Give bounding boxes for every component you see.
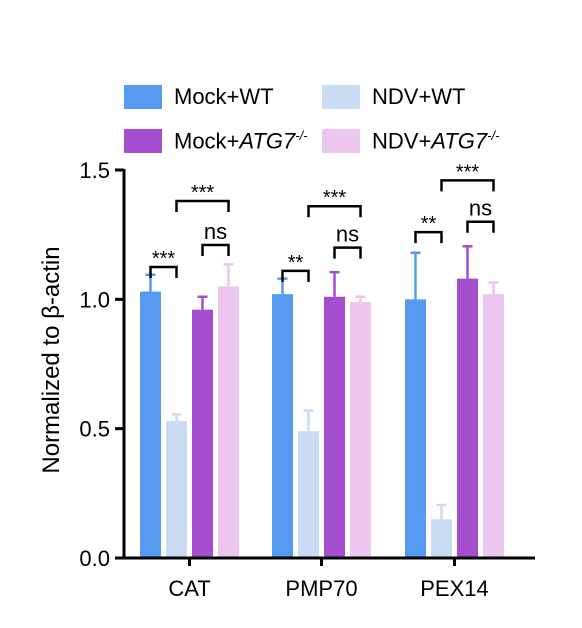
x-tick-label: PEX14 <box>420 576 489 601</box>
legend-item-ndv-atg7: NDV+ATG7-/- <box>322 128 499 154</box>
legend-swatch-ndv-atg7 <box>322 129 360 154</box>
y-tick-label: 0.0 <box>79 546 110 571</box>
legend-item-mock-atg7: Mock+ATG7-/- <box>124 128 308 154</box>
legend-swatch-mock-wt <box>124 85 162 109</box>
significance-label: ns <box>469 196 492 221</box>
legend-item-ndv-wt: NDV+WT <box>322 84 466 110</box>
bar <box>483 294 504 558</box>
legend-swatch-mock-atg7 <box>124 129 162 154</box>
y-tick-label: 1.5 <box>79 158 110 183</box>
significance-label: ** <box>288 252 304 274</box>
significance-label: *** <box>191 182 215 204</box>
significance-bracket <box>201 243 230 257</box>
y-tick-label: 1.0 <box>79 287 110 312</box>
bar <box>324 296 345 558</box>
x-tick-label: CAT <box>168 576 210 601</box>
legend-label-ndv-wt: NDV+WT <box>372 84 466 109</box>
bar <box>431 519 452 558</box>
significance-label: *** <box>152 248 176 270</box>
significance-bracket <box>333 246 362 259</box>
bar <box>218 286 239 558</box>
significance-bracket <box>414 230 443 244</box>
significance-label: ns <box>204 219 227 244</box>
significance-bracket <box>466 220 495 233</box>
significance-label: *** <box>323 187 347 209</box>
significance-bracket <box>307 204 362 218</box>
bar <box>405 299 426 558</box>
significance-label: ns <box>336 222 359 247</box>
bar <box>272 294 293 558</box>
y-tick-label: 0.5 <box>79 417 110 442</box>
legend-label-mock-wt: Mock+WT <box>174 84 274 109</box>
significance-bracket <box>281 269 310 282</box>
legend-swatch-ndv-wt <box>322 85 360 109</box>
significance-bracket <box>440 179 495 192</box>
significance-bracket <box>149 265 178 278</box>
bar <box>350 301 371 558</box>
bar <box>166 420 187 558</box>
x-tick-label: PMP70 <box>285 576 357 601</box>
bar <box>140 291 161 558</box>
bar <box>457 278 478 558</box>
bar <box>192 309 213 558</box>
legend: Mock+WT NDV+WT Mock+ATG7-/- NDV+ATG7-/- <box>0 0 582 170</box>
significance-bracket <box>175 199 230 213</box>
legend-label-mock-atg7: Mock+ATG7-/- <box>174 128 308 154</box>
significance-label: ** <box>421 213 437 235</box>
legend-label-ndv-atg7: NDV+ATG7-/- <box>372 128 500 154</box>
significance-label: *** <box>456 161 480 183</box>
bar <box>298 431 319 558</box>
legend-item-mock-wt: Mock+WT <box>124 84 274 110</box>
